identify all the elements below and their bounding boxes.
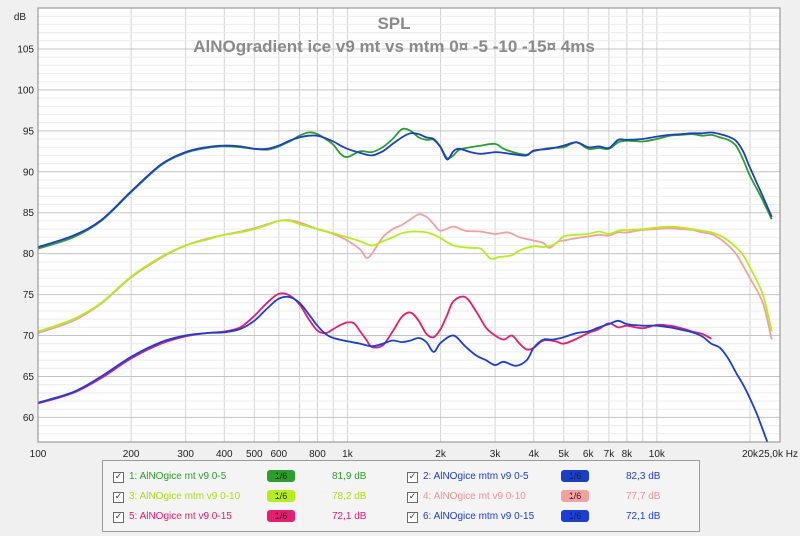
legend-item-6[interactable]: ✓ 6: AlNOgice mtm v9 0-15 1/6 72,1 dB (401, 507, 691, 527)
legend-item-1[interactable]: ✓ 1: AlNOgice mt v9 0-5 1/6 81,9 dB (107, 467, 397, 487)
legend-value: 72,1 dB (626, 511, 661, 522)
x-tick-label: 100 (30, 449, 47, 460)
legend-series-name: 1: AlNOgice mt v9 0-5 (129, 471, 227, 482)
series-line-3 (38, 219, 773, 333)
y-tick-label: 75 (23, 290, 35, 301)
legend-series-name: 3: AlNOgice mtm v9 0-10 (129, 491, 241, 502)
vertical-grid (37, 8, 751, 442)
legend-series-name: 5: AlNOgice mt v9 0-15 (129, 511, 232, 522)
legend-item-5[interactable]: ✓ 5: AlNOgice mt v9 0-15 1/6 72,1 dB (107, 507, 397, 527)
legend: ✓ 1: AlNOgice mt v9 0-5 1/6 81,9 dB ✓ 2:… (102, 460, 700, 532)
legend-checkbox[interactable]: ✓ (407, 472, 418, 483)
y-axis-label: dB (14, 12, 27, 23)
y-tick-label: 60 (23, 413, 35, 424)
legend-series-name: 4: AlNOgice mt v9 0-10 (423, 491, 526, 502)
plot-border (37, 7, 781, 443)
x-tick-label: 7k (604, 449, 616, 460)
legend-item-3[interactable]: ✓ 3: AlNOgice mtm v9 0-10 1/6 78,2 dB (107, 487, 397, 507)
y-tick-label: 65 (23, 372, 35, 383)
x-tick-label: 500 (246, 449, 263, 460)
x-tick-label: 4k (528, 449, 540, 460)
smoothing-badge[interactable]: 1/6 (267, 470, 295, 482)
legend-checkbox[interactable]: ✓ (407, 512, 418, 523)
y-tick-label: 85 (23, 208, 35, 219)
x-tick-label: 400 (216, 449, 233, 460)
plot-area (38, 8, 780, 442)
legend-value: 81,9 dB (332, 471, 367, 482)
x-tick-label: 800 (309, 449, 326, 460)
smoothing-badge[interactable]: 1/6 (561, 490, 589, 502)
series-layer (38, 127, 773, 442)
x-tick-label: 2k (435, 449, 447, 460)
legend-value: 72,1 dB (332, 511, 367, 522)
smoothing-badge[interactable]: 1/6 (561, 470, 589, 482)
y-tick-label: 100 (17, 85, 34, 96)
y-tick-label: 105 (17, 44, 34, 55)
x-tick-label: 20k (742, 449, 759, 460)
y-tick-label: 70 (23, 331, 35, 342)
x-tick-label: 5k (558, 449, 570, 460)
legend-value: 77,7 dB (626, 491, 661, 502)
y-tick-label: 95 (23, 126, 35, 137)
smoothing-badge[interactable]: 1/6 (267, 490, 295, 502)
series-line-6 (38, 295, 769, 442)
legend-value: 82,3 dB (626, 471, 661, 482)
x-tick-labels: 100 200 300 400 500 600 800 1k 2k 3k 4k 5k 6k 7k 8k 10k… (30, 449, 798, 460)
x-tick-label: 200 (123, 449, 140, 460)
legend-item-4[interactable]: ✓ 4: AlNOgice mt v9 0-10 1/6 77,7 dB (401, 487, 691, 507)
x-tick-label: 1k (342, 449, 354, 460)
legend-item-2[interactable]: ✓ 2: AlNOgice mtm v9 0-5 1/6 82,3 dB (401, 467, 691, 487)
y-tick-label: 90 (23, 167, 35, 178)
x-tick-label: 3k (490, 449, 502, 460)
y-tick-labels: 60 65 70 75 80 85 90 95 100 105 (17, 44, 34, 423)
x-tick-label: 300 (177, 449, 194, 460)
legend-checkbox[interactable]: ✓ (407, 492, 418, 503)
y-tick-label: 80 (23, 249, 35, 260)
legend-series-name: 2: AlNOgice mtm v9 0-5 (423, 471, 529, 482)
legend-checkbox[interactable]: ✓ (113, 512, 124, 523)
spl-chart: SPL AlNOgradient ice v9 mt vs mtm 0¤ -5 … (14, 7, 798, 460)
x-tick-label: 10k (649, 449, 666, 460)
legend-checkbox[interactable]: ✓ (113, 492, 124, 503)
legend-value: 78,2 dB (332, 491, 367, 502)
x-tick-label: 25,0k Hz (759, 449, 798, 460)
legend-checkbox[interactable]: ✓ (113, 472, 124, 483)
x-tick-label: 8k (622, 449, 634, 460)
chart-title: SPL (377, 14, 410, 33)
x-tick-label: 600 (270, 449, 287, 460)
series-line-2 (38, 131, 773, 248)
chart-subtitle: AlNOgradient ice v9 mt vs mtm 0¤ -5 -10 … (193, 37, 595, 56)
smoothing-badge[interactable]: 1/6 (267, 510, 295, 522)
x-tick-label: 6k (583, 449, 595, 460)
legend-series-name: 6: AlNOgice mtm v9 0-15 (423, 511, 535, 522)
smoothing-badge[interactable]: 1/6 (561, 510, 589, 522)
